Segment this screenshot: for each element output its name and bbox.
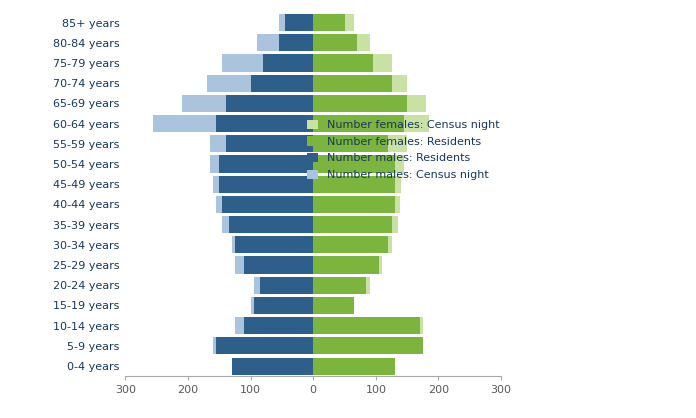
Bar bbox=[223, 196, 313, 213]
Bar bbox=[313, 357, 395, 375]
Legend: Number females: Census night, Number females: Residents, Number males: Residents: Number females: Census night, Number fem… bbox=[307, 120, 499, 180]
Bar bbox=[254, 297, 313, 314]
Bar bbox=[210, 135, 313, 153]
Bar bbox=[313, 135, 407, 153]
Bar bbox=[232, 357, 313, 375]
Bar bbox=[182, 95, 313, 112]
Bar bbox=[313, 277, 370, 294]
Bar bbox=[313, 95, 426, 112]
Bar bbox=[232, 357, 313, 375]
Bar bbox=[313, 337, 423, 354]
Bar bbox=[313, 317, 423, 334]
Bar bbox=[313, 337, 423, 354]
Bar bbox=[223, 54, 313, 71]
Bar bbox=[313, 155, 395, 173]
Bar bbox=[313, 75, 407, 92]
Bar bbox=[219, 155, 313, 173]
Bar bbox=[313, 95, 407, 112]
Bar bbox=[223, 216, 313, 233]
Bar bbox=[154, 115, 313, 132]
Bar bbox=[313, 257, 379, 274]
Bar bbox=[313, 75, 392, 92]
Bar bbox=[313, 297, 354, 314]
Bar bbox=[216, 337, 313, 354]
Bar bbox=[313, 357, 395, 375]
Bar bbox=[285, 14, 313, 31]
Bar bbox=[216, 115, 313, 132]
Bar bbox=[313, 236, 392, 253]
Bar bbox=[251, 75, 313, 92]
Bar bbox=[244, 257, 313, 274]
Bar bbox=[257, 34, 313, 51]
Bar bbox=[235, 236, 313, 253]
Bar bbox=[313, 216, 392, 233]
Bar bbox=[226, 95, 313, 112]
Bar bbox=[213, 337, 313, 354]
Bar bbox=[313, 34, 370, 51]
Bar bbox=[260, 277, 313, 294]
Bar bbox=[228, 216, 313, 233]
Bar bbox=[313, 317, 420, 334]
Bar bbox=[216, 196, 313, 213]
Bar bbox=[313, 34, 357, 51]
Bar bbox=[313, 176, 401, 193]
Bar bbox=[313, 115, 404, 132]
Bar bbox=[213, 176, 313, 193]
Bar bbox=[313, 115, 429, 132]
Bar bbox=[235, 317, 313, 334]
Bar bbox=[244, 317, 313, 334]
Bar bbox=[313, 155, 404, 173]
Bar bbox=[313, 14, 354, 31]
Bar bbox=[210, 155, 313, 173]
Bar bbox=[313, 54, 373, 71]
Bar bbox=[313, 135, 388, 153]
Bar bbox=[251, 297, 313, 314]
Bar bbox=[235, 257, 313, 274]
Bar bbox=[279, 14, 313, 31]
Bar bbox=[313, 257, 382, 274]
Bar bbox=[313, 196, 395, 213]
Bar bbox=[313, 14, 345, 31]
Bar bbox=[313, 54, 392, 71]
Bar bbox=[219, 176, 313, 193]
Bar bbox=[254, 277, 313, 294]
Bar bbox=[313, 277, 367, 294]
Bar bbox=[313, 176, 395, 193]
Bar bbox=[226, 135, 313, 153]
Bar bbox=[313, 297, 354, 314]
Bar bbox=[313, 196, 400, 213]
Bar bbox=[207, 75, 313, 92]
Bar bbox=[263, 54, 313, 71]
Bar bbox=[313, 216, 398, 233]
Bar bbox=[279, 34, 313, 51]
Bar bbox=[313, 236, 388, 253]
Bar bbox=[232, 236, 313, 253]
